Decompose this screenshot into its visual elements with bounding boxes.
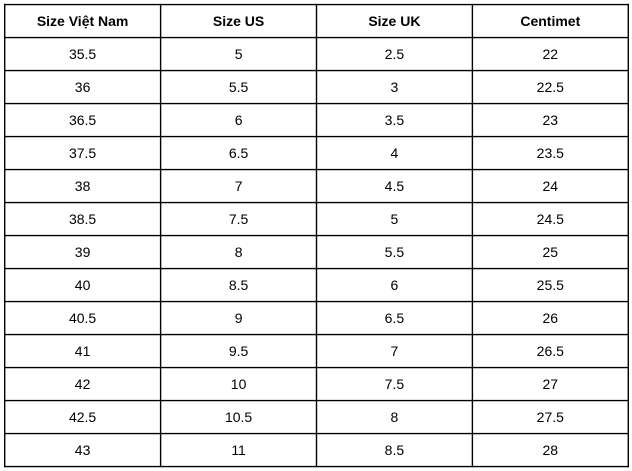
- svg-text:Centimet: Centimet: [520, 13, 580, 29]
- svg-text:42: 42: [75, 376, 91, 392]
- svg-text:35.5: 35.5: [69, 46, 96, 62]
- svg-text:22: 22: [543, 46, 559, 62]
- svg-text:8.5: 8.5: [229, 277, 249, 293]
- svg-text:40.5: 40.5: [69, 310, 96, 326]
- svg-text:Size US: Size US: [213, 13, 264, 29]
- svg-text:8.5: 8.5: [385, 442, 405, 458]
- svg-text:27.5: 27.5: [537, 409, 564, 425]
- svg-text:36: 36: [75, 79, 91, 95]
- svg-text:3.5: 3.5: [385, 112, 405, 128]
- svg-text:5.5: 5.5: [385, 244, 405, 260]
- svg-text:24.5: 24.5: [537, 211, 564, 227]
- svg-text:24: 24: [543, 178, 559, 194]
- svg-text:43: 43: [75, 442, 91, 458]
- svg-text:6: 6: [391, 277, 399, 293]
- svg-text:26.5: 26.5: [537, 343, 564, 359]
- svg-text:23: 23: [543, 112, 559, 128]
- svg-text:7: 7: [235, 178, 243, 194]
- svg-text:8: 8: [391, 409, 399, 425]
- svg-text:2.5: 2.5: [385, 46, 405, 62]
- svg-text:11: 11: [231, 442, 246, 458]
- svg-text:41: 41: [75, 343, 91, 359]
- svg-text:36.5: 36.5: [69, 112, 96, 128]
- svg-text:27: 27: [543, 376, 559, 392]
- svg-text:8: 8: [235, 244, 243, 260]
- svg-text:38.5: 38.5: [69, 211, 96, 227]
- svg-text:6.5: 6.5: [229, 145, 249, 161]
- svg-text:Size UK: Size UK: [368, 13, 420, 29]
- svg-text:6: 6: [235, 112, 243, 128]
- svg-text:22.5: 22.5: [537, 79, 564, 95]
- svg-text:4.5: 4.5: [385, 178, 405, 194]
- svg-text:10: 10: [231, 376, 247, 392]
- svg-text:25: 25: [543, 244, 559, 260]
- svg-text:5: 5: [391, 211, 399, 227]
- svg-text:5: 5: [235, 46, 243, 62]
- svg-text:37.5: 37.5: [69, 145, 96, 161]
- svg-text:23.5: 23.5: [537, 145, 564, 161]
- svg-text:10.5: 10.5: [225, 409, 252, 425]
- svg-text:38: 38: [75, 178, 91, 194]
- svg-text:7: 7: [391, 343, 399, 359]
- svg-text:28: 28: [543, 442, 559, 458]
- svg-text:3: 3: [391, 79, 399, 95]
- svg-text:4: 4: [391, 145, 399, 161]
- svg-text:40: 40: [75, 277, 91, 293]
- svg-text:39: 39: [75, 244, 91, 260]
- svg-text:6.5: 6.5: [385, 310, 405, 326]
- svg-text:5.5: 5.5: [229, 79, 249, 95]
- svg-text:9.5: 9.5: [229, 343, 249, 359]
- svg-text:9: 9: [235, 310, 243, 326]
- svg-text:42.5: 42.5: [69, 409, 96, 425]
- svg-text:26: 26: [543, 310, 559, 326]
- svg-text:25.5: 25.5: [537, 277, 564, 293]
- svg-text:7.5: 7.5: [229, 211, 249, 227]
- svg-text:7.5: 7.5: [385, 376, 405, 392]
- svg-text:Size Việt Nam: Size Việt Nam: [37, 13, 129, 29]
